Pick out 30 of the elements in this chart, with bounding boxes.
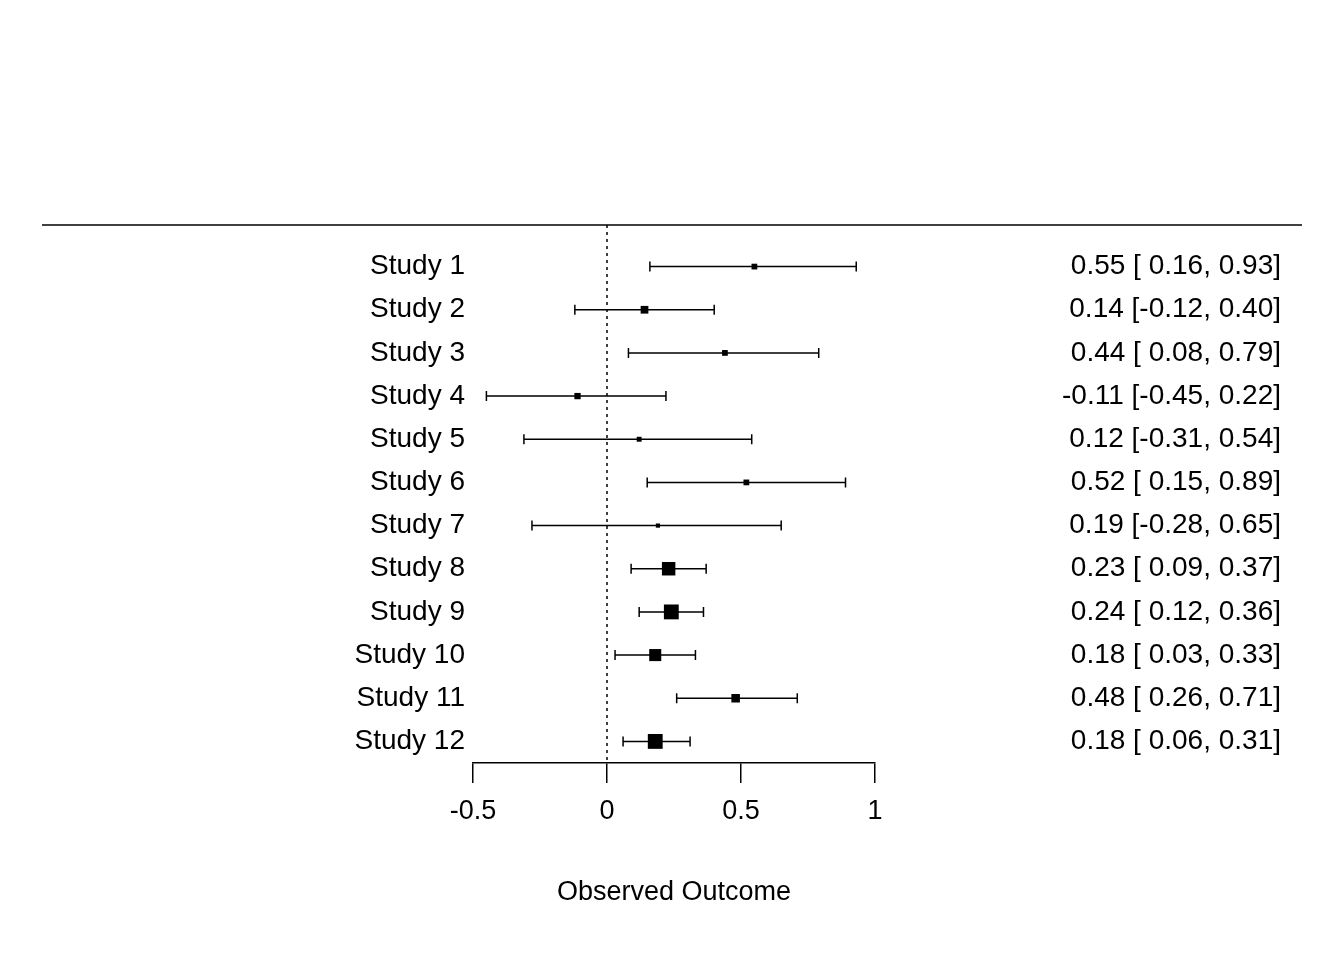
data-label: 0.55 [ 0.16, 0.93] xyxy=(1070,249,1281,281)
data-label: 0.52 [ 0.15, 0.89] xyxy=(1070,465,1281,497)
data-label: 0.18 [ 0.03, 0.33] xyxy=(1070,637,1281,669)
x-tick-label: 0 xyxy=(599,794,615,825)
y-tick-label: Study 10 xyxy=(354,637,465,669)
data-label: 0.18 [ 0.06, 0.31] xyxy=(1070,724,1281,756)
data-label: 0.24 [ 0.12, 0.36] xyxy=(1070,594,1281,626)
x-tick-label: 1 xyxy=(867,794,883,825)
x-axis-title: Observed Outcome xyxy=(556,876,792,907)
x-tick-label: -0.5 xyxy=(449,794,497,825)
data-label: 0.12 [-0.31, 0.54] xyxy=(1069,421,1281,453)
data-label: 0.23 [ 0.09, 0.37] xyxy=(1070,551,1281,583)
x-tick-label: 0.5 xyxy=(722,794,760,825)
data-label: 0.48 [ 0.26, 0.71] xyxy=(1070,680,1281,712)
y-tick-label: Study 1 xyxy=(370,249,465,281)
y-tick-label: Study 8 xyxy=(370,551,465,583)
y-tick-label: Study 12 xyxy=(354,724,465,756)
y-tick-label: Study 5 xyxy=(370,421,465,453)
y-tick-label: Study 11 xyxy=(356,680,465,712)
y-tick-label: Study 3 xyxy=(370,335,465,367)
y-tick-label: Study 4 xyxy=(370,378,465,410)
data-label: 0.14 [-0.12, 0.40] xyxy=(1069,292,1281,324)
data-label: 0.44 [ 0.08, 0.79] xyxy=(1070,335,1281,367)
y-tick-label: Study 9 xyxy=(370,594,465,626)
y-tick-label: Study 6 xyxy=(370,465,465,497)
point xyxy=(731,693,740,703)
data-label: -0.11 [-0.45, 0.22] xyxy=(1062,378,1281,410)
y-tick-label: Study 2 xyxy=(370,292,465,324)
y-tick-label: Study 7 xyxy=(370,508,465,540)
data-label: 0.19 [-0.28, 0.65] xyxy=(1069,508,1281,540)
